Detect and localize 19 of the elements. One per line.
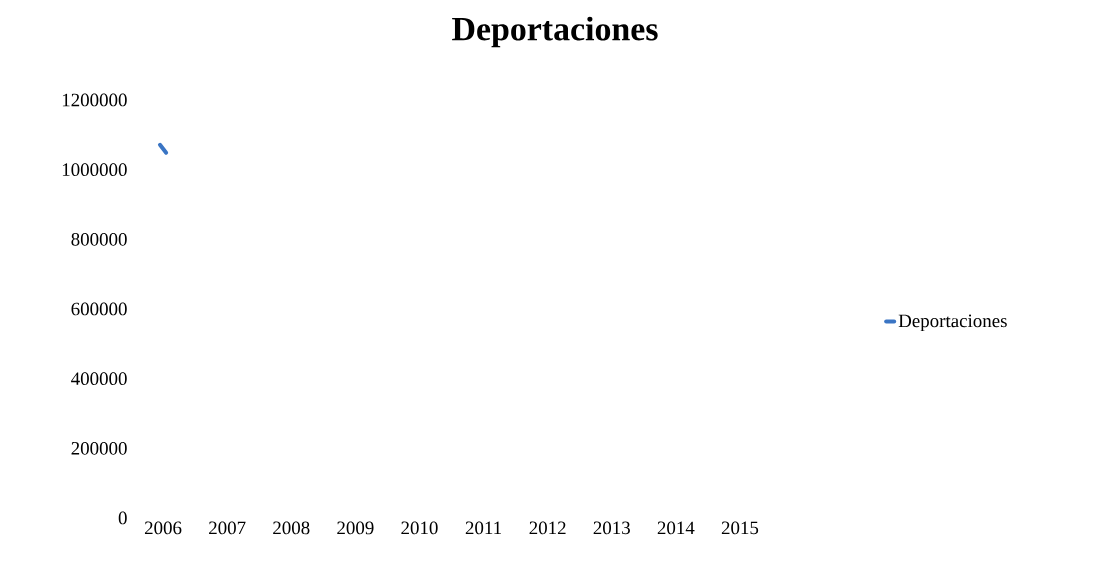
y-tick-label: 0 <box>118 511 127 525</box>
y-tick-label: 800000 <box>71 232 127 246</box>
y-tick-label: 1200000 <box>62 93 127 107</box>
x-tick-label: 2011 <box>465 521 501 535</box>
y-tick-label: 400000 <box>71 372 127 386</box>
chart-title: Deportaciones <box>452 16 658 48</box>
x-tick-label: 2007 <box>209 521 246 535</box>
x-tick-label: 2013 <box>593 521 630 535</box>
legend-label: Deportaciones <box>898 314 1007 332</box>
x-tick-label: 2012 <box>529 521 566 535</box>
x-tick-label: 2009 <box>337 521 374 535</box>
x-tick-label: 2008 <box>273 521 310 535</box>
x-tick-label: 2014 <box>657 521 695 535</box>
x-tick-label: 2015 <box>721 521 759 535</box>
y-tick-label: 1000000 <box>62 163 127 177</box>
x-tick-label: 2006 <box>144 521 182 535</box>
y-tick-label: 200000 <box>71 441 127 455</box>
y-tick-label: 600000 <box>71 302 127 316</box>
x-tick-label: 2010 <box>401 521 438 535</box>
